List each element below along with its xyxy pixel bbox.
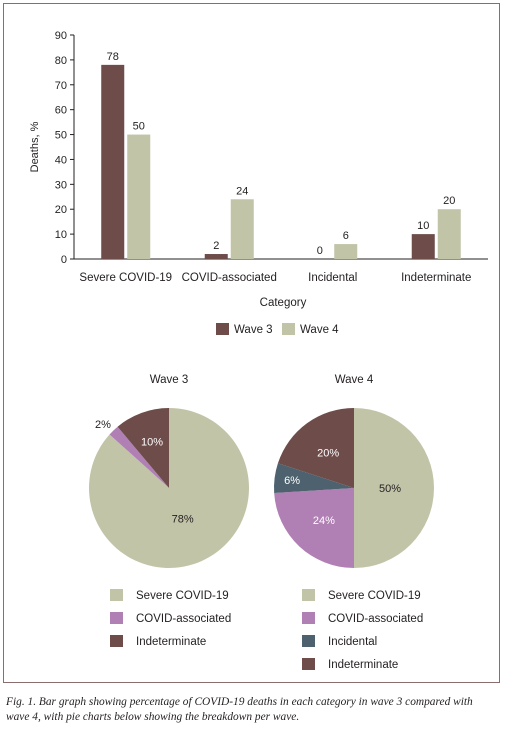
bar-value-label: 0 <box>317 245 323 257</box>
y-axis-label: Deaths, % <box>29 121 41 172</box>
legend-swatch <box>216 323 229 335</box>
x-axis-label: Category <box>260 297 307 309</box>
bar-value-label: 6 <box>343 230 349 242</box>
pie-slice-label: 6% <box>284 475 300 487</box>
y-tick-label: 40 <box>55 154 67 166</box>
x-tick-label: Indeterminate <box>401 272 471 284</box>
y-tick-label: 60 <box>55 105 67 117</box>
figure-frame <box>3 3 500 683</box>
pie-title: Wave 4 <box>335 374 374 386</box>
legend-label: Incidental <box>328 636 377 648</box>
pie-slice-label: 78% <box>172 514 194 526</box>
x-tick-label: Severe COVID-19 <box>79 272 172 284</box>
bar-wave-4 <box>127 134 151 259</box>
pie-slice-label: 50% <box>379 483 401 495</box>
legend-label: Wave 3 <box>234 324 273 336</box>
figure-caption: Fig. 1. Bar graph showing percentage of … <box>6 696 473 723</box>
y-tick-label: 20 <box>55 204 67 216</box>
legend-label: Severe COVID-19 <box>328 590 421 602</box>
bar-wave-4 <box>230 199 254 259</box>
pie-slice-label: 24% <box>313 515 335 527</box>
legend-label: Indeterminate <box>136 636 206 648</box>
bar-wave-4 <box>334 244 358 259</box>
legend-label: COVID-associated <box>328 613 423 625</box>
bar-wave-3 <box>411 234 435 259</box>
x-tick-label: Incidental <box>308 272 357 284</box>
bar-value-label: 2 <box>213 240 219 252</box>
pie-chart-wave-4: Wave 4 50% 24% 6% 20% Severe COVID-19 COVID-as… <box>274 374 434 671</box>
legend-label: COVID-associated <box>136 613 231 625</box>
legend-swatch <box>110 612 123 624</box>
pie-slice-incidental <box>274 463 354 494</box>
bar-value-label: 78 <box>107 51 119 63</box>
legend-swatch <box>302 658 315 670</box>
pie-slice-indeterminate <box>117 408 169 488</box>
bar-value-label: 10 <box>417 220 429 232</box>
legend-label: Indeterminate <box>328 659 398 671</box>
legend-swatch <box>110 589 123 601</box>
pie-slice-label: 2% <box>95 419 111 431</box>
y-tick-label: 0 <box>61 254 67 266</box>
legend-label: Severe COVID-19 <box>136 590 229 602</box>
bar-value-label: 50 <box>133 121 145 133</box>
y-tick-label: 10 <box>55 229 67 241</box>
pie-slice-indeterminate <box>277 408 354 488</box>
legend-swatch <box>302 635 315 647</box>
bar-value-label: 24 <box>236 185 248 197</box>
y-tick-label: 90 <box>55 30 67 42</box>
pie-slice-covid-associated <box>274 488 354 568</box>
pie-slice-label: 20% <box>317 447 339 459</box>
y-tick-label: 80 <box>55 55 67 67</box>
x-tick-label: COVID-associated <box>182 272 277 284</box>
legend-swatch <box>302 589 315 601</box>
legend-swatch <box>282 323 295 335</box>
y-tick-label: 30 <box>55 179 67 191</box>
y-tick-label: 50 <box>55 130 67 142</box>
pie-slice-label: 10% <box>141 436 163 448</box>
pie-slice-severe-covid-19 <box>354 408 434 568</box>
legend-swatch <box>302 612 315 624</box>
legend-swatch <box>110 635 123 647</box>
legend-label: Wave 4 <box>300 324 339 336</box>
pie-slice-covid-associated <box>109 426 169 488</box>
pie-chart-wave-3: Wave 3 78% 2% 10% Severe COVID-19 COVID-assoc… <box>89 374 250 648</box>
bar-wave-3 <box>101 64 125 259</box>
y-tick-label: 70 <box>55 80 67 92</box>
pie-slice-severe-covid-19 <box>89 408 250 568</box>
bar-value-label: 20 <box>443 195 455 207</box>
bar-wave-4 <box>437 209 461 259</box>
pie-title: Wave 3 <box>150 374 189 386</box>
bar-wave-3 <box>204 254 228 259</box>
